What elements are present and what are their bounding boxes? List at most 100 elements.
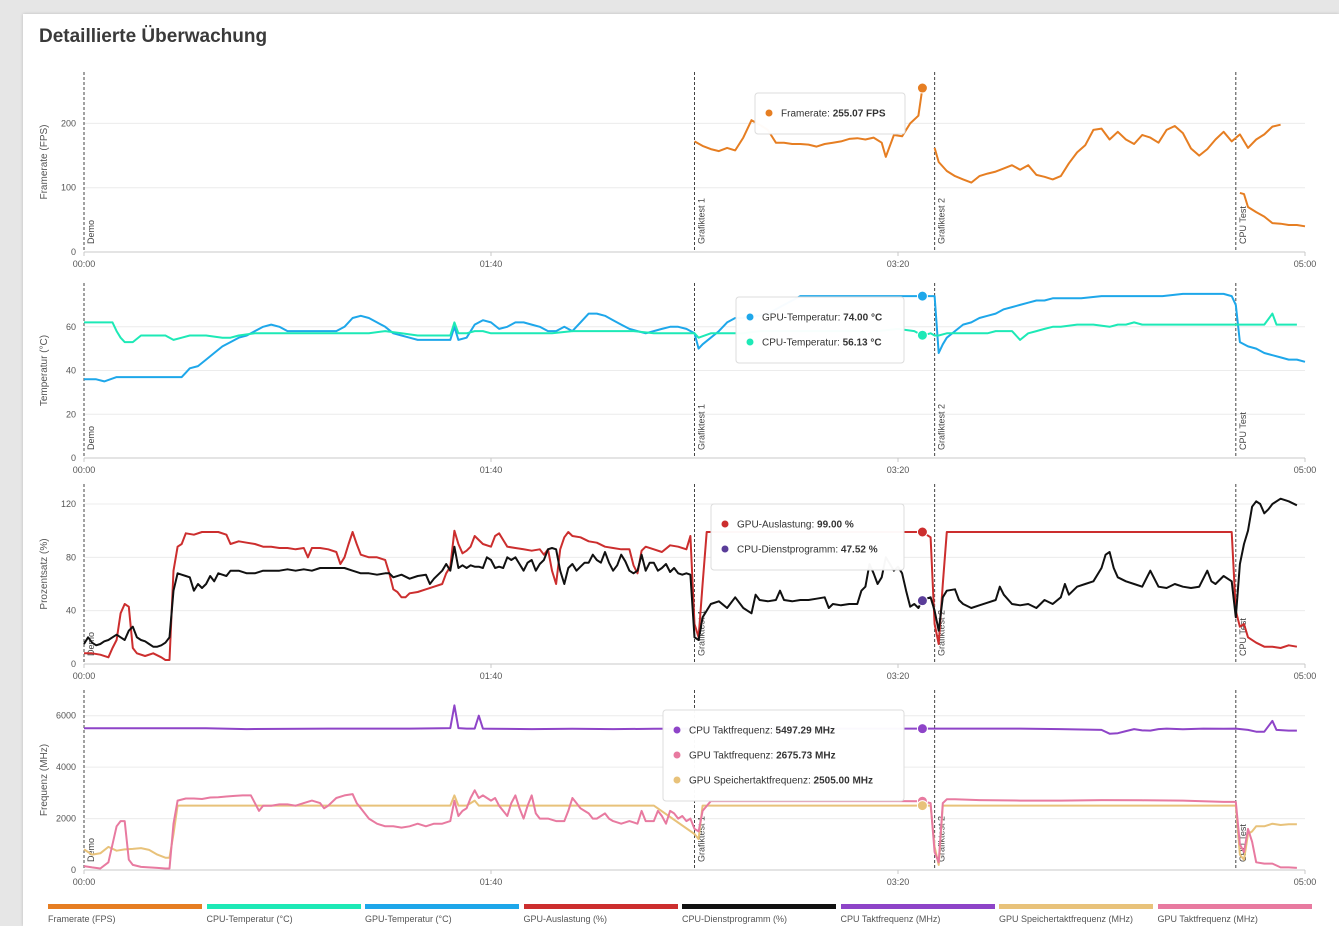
tooltip-value: 74.00 °C xyxy=(843,313,882,324)
legend-item[interactable]: GPU-Temperatur (°C) xyxy=(365,904,519,924)
legend-label: GPU Taktfrequenz (MHz) xyxy=(1157,914,1258,924)
legend-swatch xyxy=(682,904,836,909)
legend-swatch xyxy=(999,904,1153,909)
chart-panel-1: 0 100 200 00:00 01:40 03:20 05:00 Framerate (FP… xyxy=(39,72,1316,269)
x-tick-label: 01:40 xyxy=(480,465,503,475)
hover-point xyxy=(916,595,928,607)
legend-swatch xyxy=(365,904,519,909)
legend-label: GPU-Auslastung (%) xyxy=(523,914,608,924)
tooltip-text: CPU-Temperatur: 56.13 °C xyxy=(762,338,882,349)
tooltip-label: GPU Speichertaktfrequenz: xyxy=(689,776,814,787)
series-line xyxy=(694,87,924,158)
series-line xyxy=(84,529,1298,661)
tooltip-dot xyxy=(721,520,729,528)
tooltip-dot xyxy=(673,776,681,784)
tooltip-box xyxy=(754,92,906,135)
tooltip-label: GPU-Temperatur: xyxy=(762,313,843,324)
x-tick-label: 05:00 xyxy=(1294,465,1317,475)
page-title: Detaillierte Überwachung xyxy=(39,26,268,47)
marker-label: Demo xyxy=(86,632,96,656)
x-tick-label: 00:00 xyxy=(73,671,96,681)
legend-swatch xyxy=(840,904,995,909)
tooltip-dot xyxy=(746,313,754,321)
hover-point xyxy=(916,329,928,341)
x-tick-label: 00:00 xyxy=(73,465,96,475)
tooltip: Framerate: 255.07 FPS xyxy=(754,92,906,135)
y-tick-label: 200 xyxy=(61,118,76,128)
y-axis-title: Frequenz (MHz) xyxy=(39,744,50,816)
x-tick-label: 00:00 xyxy=(73,259,96,269)
hover-point xyxy=(916,290,928,302)
legend-label: GPU Speichertaktfrequenz (MHz) xyxy=(999,914,1134,924)
legend-item[interactable]: CPU-Dienstprogramm (%) xyxy=(682,904,836,924)
tooltip-value: 99.00 % xyxy=(817,520,854,531)
series-line xyxy=(83,789,1297,870)
marker-label: Grafiktest 1 xyxy=(697,404,707,450)
x-tick-label: 01:40 xyxy=(480,877,503,887)
tooltip-dot xyxy=(765,109,773,117)
hover-point xyxy=(916,82,928,94)
marker-label: Demo xyxy=(86,426,96,450)
marker-label: CPU Test xyxy=(1238,206,1248,244)
x-tick-label: 01:40 xyxy=(480,259,503,269)
tooltip-value: 56.13 °C xyxy=(843,338,882,349)
y-tick-label: 0 xyxy=(71,865,76,875)
chart-panel-4: 0 2000 4000 6000 00:00 01:40 03:20 05:00 Frequen… xyxy=(39,690,1316,887)
tooltip-text: GPU Taktfrequenz: 2675.73 MHz xyxy=(689,751,836,762)
legend-swatch xyxy=(48,904,202,909)
tooltip: GPU-Auslastung: 99.00 % CPU-Dienstprogram… xyxy=(710,503,905,571)
marker-label: Grafiktest 2 xyxy=(937,404,947,450)
series-line xyxy=(84,312,1297,344)
legend-item[interactable]: GPU Taktfrequenz (MHz) xyxy=(1157,904,1312,924)
marker-label: Grafiktest 1 xyxy=(697,816,707,862)
tooltip-value: 47.52 % xyxy=(841,545,878,556)
y-tick-label: 80 xyxy=(66,552,76,562)
y-tick-label: 2000 xyxy=(56,814,76,824)
tooltip-text: GPU Speichertaktfrequenz: 2505.00 MHz xyxy=(689,776,873,787)
legend-item[interactable]: CPU-Temperatur (°C) xyxy=(206,904,361,924)
y-tick-label: 0 xyxy=(71,659,76,669)
y-tick-label: 20 xyxy=(66,409,76,419)
legend-item[interactable]: CPU Taktfrequenz (MHz) xyxy=(840,904,995,924)
x-tick-label: 01:40 xyxy=(480,671,503,681)
series-line xyxy=(83,497,1298,648)
marker-label: Grafiktest 1 xyxy=(697,198,707,244)
tooltip-value: 255.07 FPS xyxy=(833,109,886,120)
x-tick-label: 05:00 xyxy=(1294,259,1317,269)
legend-swatch xyxy=(523,904,678,909)
marker-label: Demo xyxy=(86,838,96,862)
tooltip-box xyxy=(710,503,905,571)
marker-label: Grafiktest 2 xyxy=(937,816,947,862)
y-tick-label: 120 xyxy=(61,499,76,509)
legend-item[interactable]: Framerate (FPS) xyxy=(48,904,202,924)
tooltip-dot xyxy=(673,726,681,734)
series-line xyxy=(1239,191,1306,228)
tooltip-value: 2505.00 MHz xyxy=(814,776,873,787)
y-tick-label: 0 xyxy=(71,453,76,463)
legend-item[interactable]: GPU Speichertaktfrequenz (MHz) xyxy=(999,904,1153,924)
hover-point xyxy=(916,723,928,735)
legend-swatch xyxy=(1157,904,1312,909)
chart-panel-2: 0 20 40 60 00:00 01:40 03:20 05:00 Temperatur (°… xyxy=(39,283,1316,475)
y-axis-title: Prozentsatz (%) xyxy=(39,538,50,609)
tooltip-label: CPU-Dienstprogramm: xyxy=(737,545,841,556)
legend-label: CPU-Dienstprogramm (%) xyxy=(682,914,788,924)
marker-label: Grafiktest 2 xyxy=(937,610,947,656)
marker-label: Grafiktest 2 xyxy=(937,198,947,244)
y-tick-label: 6000 xyxy=(56,711,76,721)
series-line xyxy=(933,123,1281,184)
marker-label: CPU Test xyxy=(1238,824,1248,862)
x-tick-label: 03:20 xyxy=(887,671,910,681)
series-line xyxy=(84,704,1297,735)
tooltip: CPU Taktfrequenz: 5497.29 MHz GPU Taktfre… xyxy=(662,709,905,802)
y-tick-label: 0 xyxy=(71,247,76,257)
legend-item[interactable]: GPU-Auslastung (%) xyxy=(523,904,678,924)
y-tick-label: 60 xyxy=(66,322,76,332)
tooltip-value: 2675.73 MHz xyxy=(776,751,835,762)
x-tick-label: 05:00 xyxy=(1294,877,1317,887)
y-axis-title: Temperatur (°C) xyxy=(39,335,50,406)
tooltip-box xyxy=(735,296,905,364)
tooltip-text: CPU Taktfrequenz: 5497.29 MHz xyxy=(689,726,835,737)
legend-swatch xyxy=(206,904,361,909)
